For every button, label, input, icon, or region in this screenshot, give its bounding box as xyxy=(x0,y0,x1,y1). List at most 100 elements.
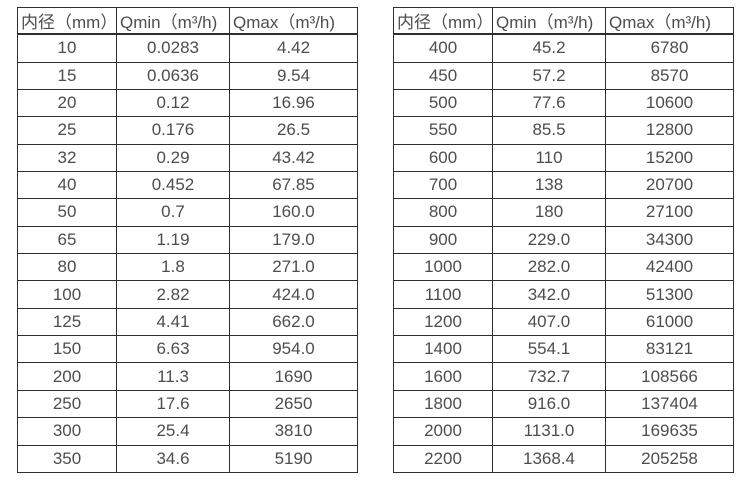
table-cell: 400 xyxy=(393,33,493,63)
table-row: 20 0.12 16.96 xyxy=(17,88,358,118)
table-row: 300 25.4 3810 xyxy=(17,417,358,446)
table-row: 15 0.0636 9.54 xyxy=(17,61,358,90)
table-cell: 27100 xyxy=(605,198,734,227)
table-cell: 3810 xyxy=(229,417,358,446)
table-cell: 342.0 xyxy=(492,280,606,309)
table-cell: 10 xyxy=(17,33,117,63)
table-cell: 179.0 xyxy=(229,225,358,255)
column-header-qmin: Qmin（m³/h) xyxy=(492,7,606,35)
table-cell: 0.176 xyxy=(116,116,230,145)
table-cell: 40 xyxy=(17,170,117,200)
table-cell: 1000 xyxy=(393,253,493,282)
table-cell: 67.85 xyxy=(229,170,358,200)
table-cell: 32 xyxy=(17,143,117,172)
table-cell: 6780 xyxy=(605,33,734,63)
table-cell: 83121 xyxy=(605,335,734,364)
table-row: 400 45.2 6780 xyxy=(393,33,734,63)
table-cell: 2000 xyxy=(393,417,493,446)
table-row: 40 0.452 67.85 xyxy=(17,170,358,200)
table-cell: 732.7 xyxy=(492,362,606,391)
table-row: 1800 916.0 137404 xyxy=(393,389,734,419)
table-cell: 600 xyxy=(393,143,493,172)
table-cell: 2650 xyxy=(229,389,358,419)
table-cell: 34.6 xyxy=(116,444,230,474)
table-cell: 42400 xyxy=(605,253,734,282)
table-row: 65 1.19 179.0 xyxy=(17,225,358,255)
table-cell: 45.2 xyxy=(492,33,606,63)
table-cell: 160.0 xyxy=(229,198,358,227)
table-cell: 350 xyxy=(17,444,117,474)
table-cell: 137404 xyxy=(605,389,734,419)
table-cell: 0.12 xyxy=(116,88,230,118)
table-row: 1000 282.0 42400 xyxy=(393,253,734,282)
table-row: 1100 342.0 51300 xyxy=(393,280,734,309)
table-row: 1600 732.7 108566 xyxy=(393,362,734,391)
table-cell: 125 xyxy=(17,307,117,337)
table-cell: 500 xyxy=(393,88,493,118)
table-cell: 450 xyxy=(393,61,493,90)
column-header-inner-diameter: 内径（mm） xyxy=(393,7,493,35)
table-cell: 138 xyxy=(492,170,606,200)
table-cell: 407.0 xyxy=(492,307,606,337)
table-cell: 10600 xyxy=(605,88,734,118)
table-cell: 77.6 xyxy=(492,88,606,118)
table-cell: 20700 xyxy=(605,170,734,200)
table-cell: 550 xyxy=(393,116,493,145)
table-row: 32 0.29 43.42 xyxy=(17,143,358,172)
table-cell: 1.19 xyxy=(116,225,230,255)
table-cell: 100 xyxy=(17,280,117,309)
table-row: 10 0.0283 4.42 xyxy=(17,33,358,63)
table-row: 25 0.176 26.5 xyxy=(17,116,358,145)
table-cell: 17.6 xyxy=(116,389,230,419)
table-cell: 954.0 xyxy=(229,335,358,364)
table-cell: 16.96 xyxy=(229,88,358,118)
table-row: 500 77.6 10600 xyxy=(393,88,734,118)
table-cell: 12800 xyxy=(605,116,734,145)
table-row: 50 0.7 160.0 xyxy=(17,198,358,227)
table-cell: 61000 xyxy=(605,307,734,337)
table-cell: 108566 xyxy=(605,362,734,391)
table-row: 1400 554.1 83121 xyxy=(393,335,734,364)
column-header-qmax: Qmax（m³/h) xyxy=(605,7,734,35)
table-cell: 662.0 xyxy=(229,307,358,337)
table-cell: 85.5 xyxy=(492,116,606,145)
table-cell: 0.0636 xyxy=(116,61,230,90)
table-row: 80 1.8 271.0 xyxy=(17,253,358,282)
table-cell: 9.54 xyxy=(229,61,358,90)
table-cell: 916.0 xyxy=(492,389,606,419)
table-cell: 34300 xyxy=(605,225,734,255)
table-cell: 20 xyxy=(17,88,117,118)
table-cell: 554.1 xyxy=(492,335,606,364)
table-cell: 229.0 xyxy=(492,225,606,255)
table-cell: 900 xyxy=(393,225,493,255)
table-cell: 424.0 xyxy=(229,280,358,309)
table-cell: 1.8 xyxy=(116,253,230,282)
table-row: 350 34.6 5190 xyxy=(17,444,358,474)
table-cell: 25 xyxy=(17,116,117,145)
table-row: 100 2.82 424.0 xyxy=(17,280,358,309)
table-cell: 205258 xyxy=(605,444,734,474)
flow-table-large-diameter: 内径（mm） Qmin（m³/h) Qmax（m³/h) 400 45.2 6780… xyxy=(393,7,734,474)
table-cell: 800 xyxy=(393,198,493,227)
table-row: 2200 1368.4 205258 xyxy=(393,444,734,474)
table-cell: 50 xyxy=(17,198,117,227)
table-row: 900 229.0 34300 xyxy=(393,225,734,255)
table-row: 550 85.5 12800 xyxy=(393,116,734,145)
table-cell: 0.0283 xyxy=(116,33,230,63)
table-body-small-diameter: 10 0.0283 4.42 15 0.0636 9.54 20 0.12 16.96 25 0.1… xyxy=(17,33,358,474)
header-row: 内径（mm） Qmin（m³/h) Qmax（m³/h) xyxy=(393,7,734,35)
table-row: 800 180 27100 xyxy=(393,198,734,227)
table-cell: 15200 xyxy=(605,143,734,172)
table-body-large-diameter: 400 45.2 6780 450 57.2 8570 500 77.6 10600 550 85.… xyxy=(393,33,734,474)
table-cell: 6.63 xyxy=(116,335,230,364)
column-header-inner-diameter: 内径（mm） xyxy=(17,7,117,35)
table-row: 150 6.63 954.0 xyxy=(17,335,358,364)
column-header-qmin: Qmin（m³/h) xyxy=(116,7,230,35)
table-cell: 110 xyxy=(492,143,606,172)
column-header-qmax: Qmax（m³/h) xyxy=(229,7,358,35)
table-cell: 1100 xyxy=(393,280,493,309)
table-cell: 4.42 xyxy=(229,33,358,63)
table-cell: 0.452 xyxy=(116,170,230,200)
table-row: 700 138 20700 xyxy=(393,170,734,200)
